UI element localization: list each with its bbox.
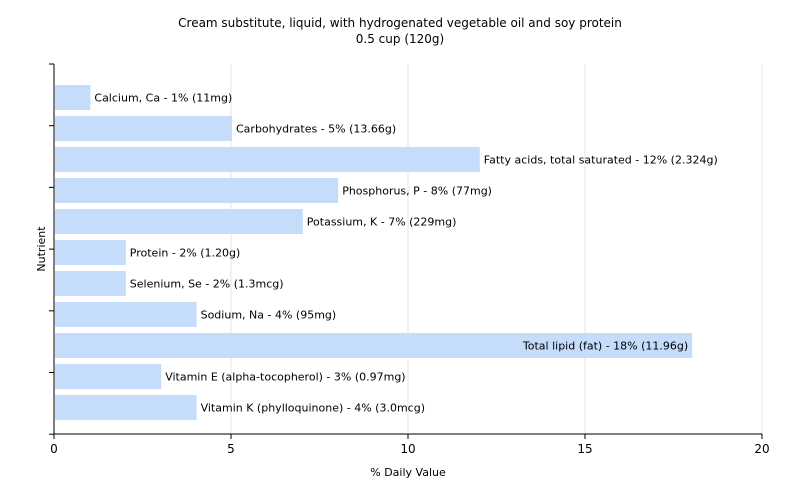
bar-label: Potassium, K - 7% (229mg): [307, 216, 457, 229]
x-tick-label: 15: [577, 442, 592, 456]
x-tick-label: 10: [400, 442, 415, 456]
bars: Calcium, Ca - 1% (11mg) Carbohydrates - 5…: [55, 85, 718, 420]
bar: [55, 364, 162, 389]
x-tick-label: 5: [227, 442, 235, 456]
bar: [55, 395, 197, 420]
bar-label: Vitamin K (phylloquinone) - 4% (3.0mcg): [201, 402, 425, 415]
bar-label: Sodium, Na - 4% (95mg): [201, 309, 337, 322]
x-axis-title: % Daily Value: [370, 466, 446, 479]
bar: [55, 333, 693, 358]
chart-subtitle: 0.5 cup (120g): [355, 32, 445, 46]
bar: [55, 85, 91, 110]
bar-label: Calcium, Ca - 1% (11mg): [94, 92, 232, 105]
bar: [55, 178, 339, 203]
bar: [55, 302, 197, 327]
x-tick-label: 0: [50, 442, 58, 456]
bar: [55, 209, 303, 234]
chart-title: Cream substitute, liquid, with hydrogena…: [178, 16, 622, 30]
bar: [55, 271, 126, 296]
bar-label: Selenium, Se - 2% (1.3mcg): [130, 278, 284, 291]
x-tick-label: 20: [754, 442, 769, 456]
bar: [55, 240, 126, 265]
bar-label: Fatty acids, total saturated - 12% (2.32…: [484, 154, 718, 167]
bar: [55, 147, 480, 172]
axes: 0 5 10 15 20: [49, 63, 770, 456]
bar-label: Carbohydrates - 5% (13.66g): [236, 123, 396, 136]
bar: [55, 116, 232, 141]
y-axis-title: Nutrient: [35, 226, 48, 272]
bar-label: Phosphorus, P - 8% (77mg): [342, 185, 492, 198]
bar-label: Total lipid (fat) - 18% (11.96g): [522, 340, 688, 353]
bar-label: Protein - 2% (1.20g): [130, 247, 241, 260]
bar-label: Vitamin E (alpha-tocopherol) - 3% (0.97m…: [165, 371, 405, 384]
